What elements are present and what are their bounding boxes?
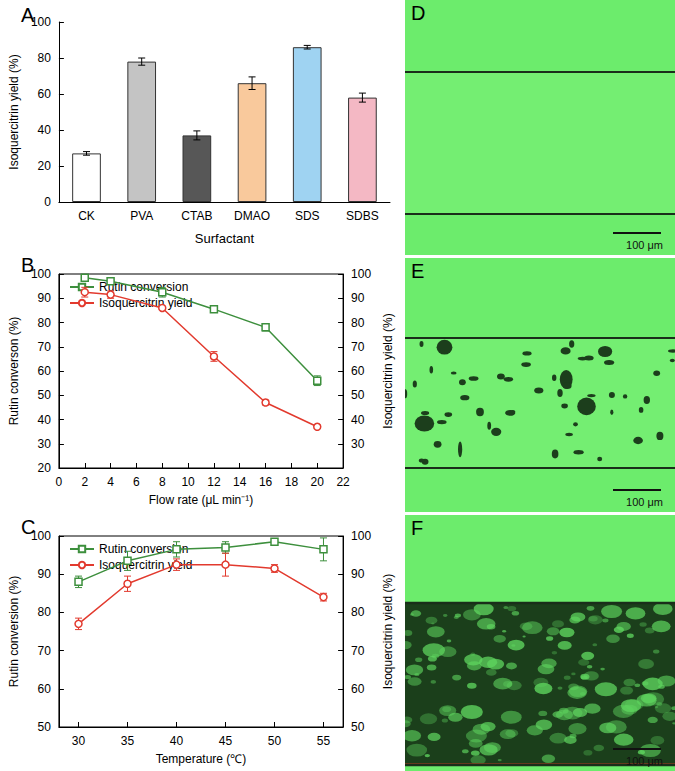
svg-text:40: 40: [38, 123, 52, 137]
svg-text:35: 35: [121, 734, 135, 748]
svg-text:50: 50: [38, 388, 52, 402]
html-text:D: D: [411, 2, 426, 24]
svg-text:100: 100: [30, 15, 51, 29]
svg-text:90: 90: [351, 567, 365, 581]
svg-text:6: 6: [133, 475, 140, 489]
svg-text:Rutin conversion (%): Rutin conversion (%): [7, 576, 21, 687]
svg-text:SDS: SDS: [295, 209, 320, 223]
html-text:F: F: [411, 517, 424, 539]
svg-text:50: 50: [38, 720, 52, 734]
svg-text:20: 20: [311, 475, 325, 489]
svg-text:60: 60: [351, 364, 365, 378]
svg-text:50: 50: [351, 388, 365, 402]
svg-text:8: 8: [159, 475, 166, 489]
svg-text:DMAO: DMAO: [234, 209, 270, 223]
html-text:100 μm: 100 μm: [626, 496, 663, 508]
svg-text:30: 30: [72, 734, 86, 748]
svg-text:Isoquercitrin yield: Isoquercitrin yield: [99, 296, 193, 310]
svg-text:2: 2: [81, 475, 88, 489]
html-text:100 μm: 100 μm: [626, 239, 663, 251]
svg-text:100: 100: [30, 267, 51, 281]
svg-text:80: 80: [351, 316, 365, 330]
svg-text:40: 40: [351, 413, 365, 427]
svg-text:Rutin conversion: Rutin conversion: [99, 280, 189, 294]
html-text:E: E: [411, 260, 425, 282]
svg-text:30: 30: [351, 437, 365, 451]
svg-text:50: 50: [351, 720, 365, 734]
svg-text:0: 0: [56, 475, 63, 489]
svg-text:90: 90: [351, 291, 365, 305]
svg-text:70: 70: [38, 644, 52, 658]
svg-text:100: 100: [30, 529, 51, 543]
svg-text:90: 90: [38, 567, 52, 581]
svg-text:Rutin converson (%): Rutin converson (%): [7, 317, 21, 426]
svg-text:80: 80: [38, 605, 52, 619]
svg-text:100: 100: [351, 267, 371, 281]
svg-text:0: 0: [44, 195, 51, 209]
svg-text:A: A: [21, 4, 35, 26]
svg-text:CK: CK: [78, 209, 95, 223]
svg-text:100: 100: [351, 529, 371, 543]
svg-text:80: 80: [38, 316, 52, 330]
svg-text:SDBS: SDBS: [346, 209, 379, 223]
svg-text:C: C: [21, 516, 35, 538]
svg-text:CTAB: CTAB: [181, 209, 212, 223]
svg-text:70: 70: [351, 644, 365, 658]
svg-text:60: 60: [38, 87, 52, 101]
svg-text:70: 70: [351, 340, 365, 354]
svg-text:18: 18: [285, 475, 299, 489]
svg-text:60: 60: [38, 682, 52, 696]
svg-text:12: 12: [207, 475, 221, 489]
svg-text:Isoquercitrin yield (%): Isoquercitrin yield (%): [7, 54, 21, 169]
svg-text:60: 60: [38, 364, 52, 378]
svg-text:Isoquercitrin yield (%): Isoquercitrin yield (%): [381, 313, 395, 428]
svg-text:16: 16: [259, 475, 273, 489]
svg-text:PVA: PVA: [130, 209, 153, 223]
svg-text:20: 20: [38, 461, 52, 475]
svg-text:40: 40: [170, 734, 184, 748]
svg-text:22: 22: [336, 475, 350, 489]
svg-text:Temperature (℃): Temperature (℃): [156, 752, 247, 766]
svg-text:40: 40: [38, 413, 52, 427]
svg-text:30: 30: [38, 437, 52, 451]
svg-text:4: 4: [107, 475, 114, 489]
svg-text:50: 50: [268, 734, 282, 748]
svg-text:10: 10: [181, 475, 195, 489]
svg-text:Flow rate (μL min⁻¹): Flow rate (μL min⁻¹): [149, 493, 253, 507]
svg-text:Isoquercitrin yield: Isoquercitrin yield: [99, 558, 192, 572]
svg-text:Isoquercitrin yield (%): Isoquercitrin yield (%): [381, 574, 395, 689]
svg-text:55: 55: [317, 734, 331, 748]
svg-text:70: 70: [38, 340, 52, 354]
svg-text:Surfactant: Surfactant: [195, 231, 255, 246]
svg-text:B: B: [21, 254, 34, 276]
svg-text:80: 80: [351, 605, 365, 619]
svg-text:90: 90: [38, 291, 52, 305]
svg-text:20: 20: [38, 159, 52, 173]
svg-text:45: 45: [219, 734, 233, 748]
svg-text:60: 60: [351, 682, 365, 696]
svg-text:80: 80: [38, 51, 52, 65]
svg-text:Rutin conversion: Rutin conversion: [99, 542, 188, 556]
svg-text:14: 14: [233, 475, 247, 489]
html-text:100 μm: 100 μm: [626, 755, 663, 767]
